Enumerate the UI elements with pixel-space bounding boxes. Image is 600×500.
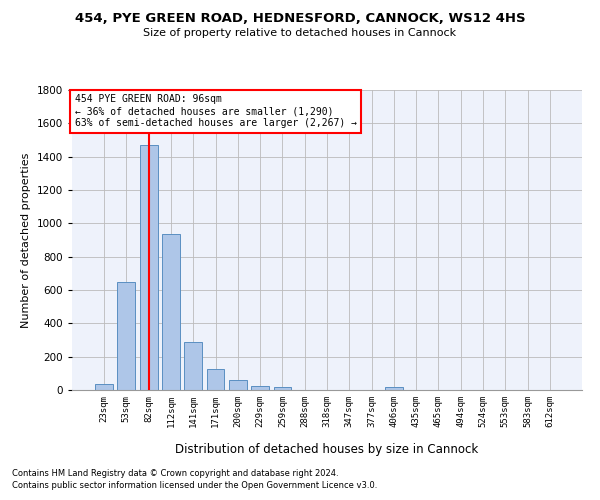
Bar xyxy=(274,387,292,390)
Y-axis label: Number of detached properties: Number of detached properties xyxy=(21,152,31,328)
Bar xyxy=(118,282,136,390)
Text: 454, PYE GREEN ROAD, HEDNESFORD, CANNOCK, WS12 4HS: 454, PYE GREEN ROAD, HEDNESFORD, CANNOCK… xyxy=(74,12,526,26)
Text: Distribution of detached houses by size in Cannock: Distribution of detached houses by size … xyxy=(175,442,479,456)
Text: Contains HM Land Registry data © Crown copyright and database right 2024.: Contains HM Land Registry data © Crown c… xyxy=(12,468,338,477)
Bar xyxy=(140,145,158,390)
Bar xyxy=(385,387,403,390)
Text: 454 PYE GREEN ROAD: 96sqm
← 36% of detached houses are smaller (1,290)
63% of se: 454 PYE GREEN ROAD: 96sqm ← 36% of detac… xyxy=(74,94,356,128)
Bar xyxy=(251,386,269,390)
Bar xyxy=(229,380,247,390)
Bar xyxy=(95,384,113,390)
Bar xyxy=(184,342,202,390)
Bar xyxy=(206,369,224,390)
Bar xyxy=(162,234,180,390)
Text: Contains public sector information licensed under the Open Government Licence v3: Contains public sector information licen… xyxy=(12,481,377,490)
Text: Size of property relative to detached houses in Cannock: Size of property relative to detached ho… xyxy=(143,28,457,38)
